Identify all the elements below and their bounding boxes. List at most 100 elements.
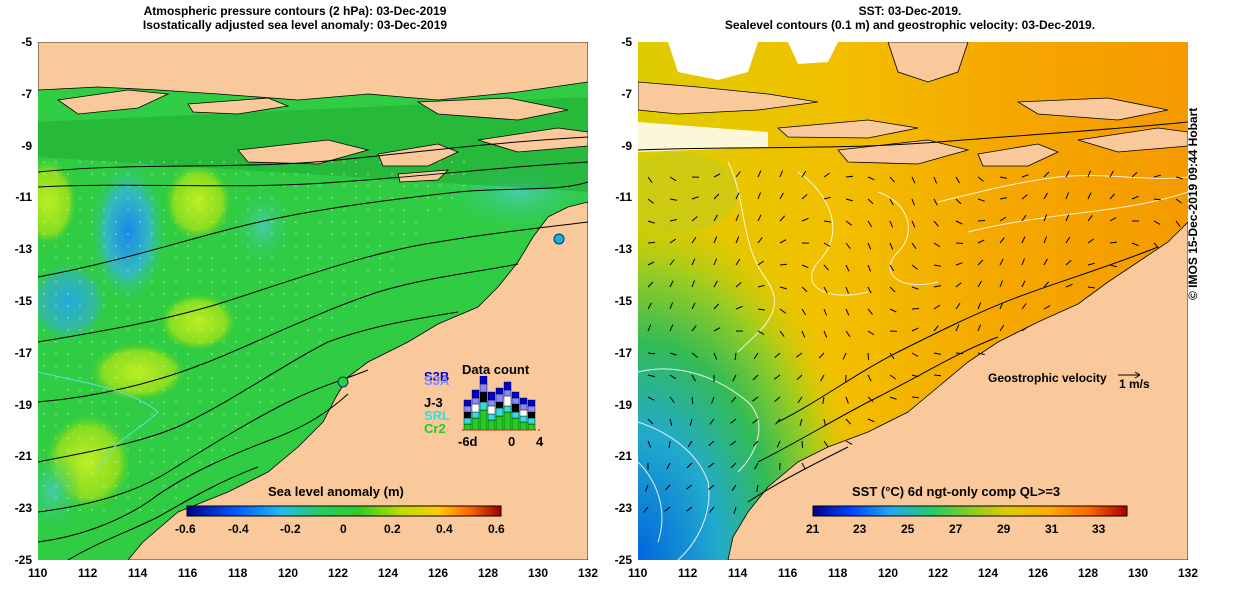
longitude-tick: 122 — [928, 566, 949, 580]
longitude-tick: 124 — [978, 566, 999, 580]
negative-anomaly-eddy — [233, 187, 293, 267]
latitude-tick: -17 — [14, 345, 32, 360]
latitude-tick: -17 — [614, 345, 632, 360]
longitude-tick: 118 — [828, 566, 848, 580]
longitude-tick: 128 — [1078, 566, 1099, 580]
longitude-tick: 122 — [328, 566, 349, 580]
data-count-histogram — [462, 376, 542, 431]
latitude-tick: -15 — [614, 294, 632, 308]
geostrophic-velocity-arrows — [643, 170, 1183, 514]
latitude-tick: -9 — [21, 138, 32, 153]
data-count-title: Data count — [462, 362, 530, 377]
latitude-tick: -13 — [14, 242, 32, 257]
sst-colorbar-label: SST (°C) 6d ngt-only comp QL>=3 — [852, 484, 1061, 499]
latitude-tick: -11 — [615, 190, 632, 205]
velocity-legend-scale: 1 m/s — [1119, 377, 1150, 391]
sla-colorbar — [186, 505, 502, 517]
satellite-cr2-label: Cr2 — [424, 421, 446, 436]
sst-tick: 29 — [997, 522, 1011, 536]
velocity-legend-arrow — [1118, 371, 1141, 379]
land-indonesia — [38, 42, 588, 183]
sst-tick: 25 — [901, 522, 915, 536]
longitude-tick: 110 — [28, 566, 48, 580]
inset-xtick: -6d — [458, 434, 478, 449]
latitude-tick: -5 — [621, 35, 632, 49]
longitude-tick: 114 — [128, 566, 148, 580]
data-count-inset: Data count S3B S3A J-3 SRL Cr2 -6d 0 4 — [420, 362, 570, 452]
sla-tick: 0.4 — [436, 522, 453, 536]
longitude-tick: 120 — [878, 566, 899, 580]
sla-tick: 0 — [340, 522, 347, 536]
sst-tick: 33 — [1092, 522, 1106, 536]
land-australia — [727, 221, 1188, 560]
latitude-tick: -13 — [614, 242, 632, 257]
cool-water-region — [638, 152, 738, 232]
longitude-tick: 110 — [628, 566, 648, 580]
sst-tick: 21 — [806, 522, 820, 536]
latitude-tick: -5 — [21, 35, 32, 49]
latitude-tick: -7 — [621, 86, 632, 101]
longitude-tick: 112 — [678, 566, 698, 580]
latitude-tick: -21 — [614, 449, 632, 464]
sla-tick: 0.6 — [488, 522, 505, 536]
land-australia — [127, 201, 588, 560]
satellite-s3a-label: S3A — [424, 373, 450, 388]
satellite-j3-label: J-3 — [424, 395, 443, 410]
positive-anomaly-eddy — [38, 157, 78, 247]
latitude-tick: -25 — [614, 553, 632, 567]
tide-gauge-marker — [553, 233, 565, 245]
sla-colorbar-label: Sea level anomaly (m) — [268, 484, 404, 499]
latitude-tick: -7 — [21, 86, 32, 101]
latitude-tick: -23 — [614, 501, 632, 516]
longitude-tick: 124 — [378, 566, 399, 580]
inset-xtick: 4 — [536, 434, 544, 449]
negative-anomaly-eddy — [38, 452, 83, 532]
left-title-line2: Isostatically adjusted sea level anomaly… — [142, 18, 448, 32]
left-map-title: Atmospheric pressure contours (2 hPa): 0… — [60, 4, 530, 32]
latitude-tick: -21 — [14, 449, 32, 464]
sla-tick: 0.2 — [384, 522, 401, 536]
satellite-s3b-label: S3B — [424, 369, 450, 384]
sst-tick: 27 — [949, 522, 963, 536]
longitude-tick: 130 — [528, 566, 549, 580]
negative-anomaly-eddy — [90, 162, 166, 302]
longitude-tick: 128 — [478, 566, 499, 580]
longitude-tick: 126 — [1028, 566, 1049, 580]
sla-tick: -0.6 — [175, 522, 196, 536]
latitude-tick: -15 — [14, 294, 32, 308]
pressure-contours — [38, 136, 588, 560]
sst-map — [638, 42, 1188, 560]
sla-tick: -0.4 — [228, 522, 249, 536]
sst-colorbar — [812, 505, 1128, 517]
inset-xtick: 0 — [508, 434, 516, 449]
positive-anomaly-eddy — [163, 162, 233, 242]
latitude-tick: -9 — [621, 138, 632, 153]
longitude-tick: 116 — [178, 566, 198, 580]
longitude-tick: 120 — [278, 566, 299, 580]
latitude-tick: -19 — [614, 397, 632, 412]
sst-tick: 23 — [853, 522, 867, 536]
tide-gauge-marker — [337, 376, 349, 388]
latitude-tick: -11 — [15, 190, 32, 205]
latitude-tick: -19 — [14, 397, 32, 412]
longitude-tick: 116 — [778, 566, 798, 580]
left-title-line1: Atmospheric pressure contours (2 hPa): 0… — [143, 4, 447, 18]
land-indonesia — [638, 42, 1188, 167]
imos-credit: © IMOS 15-Dec-2019 09:44 Hobart — [1186, 107, 1200, 300]
positive-anomaly-eddy — [158, 292, 238, 352]
latitude-tick: -25 — [14, 553, 32, 567]
longitude-tick: 130 — [1128, 566, 1149, 580]
longitude-tick: 114 — [728, 566, 748, 580]
sea-level-contours — [638, 161, 1188, 560]
longitude-tick: 132 — [1178, 566, 1199, 580]
longitude-tick: 126 — [428, 566, 449, 580]
zero-contour — [38, 371, 159, 473]
velocity-legend-label: Geostrophic velocity — [988, 371, 1107, 385]
sla-tick: -0.2 — [280, 522, 301, 536]
longitude-tick: 132 — [578, 566, 599, 580]
right-map-title: SST: 03-Dec-2019. Sealevel contours (0.1… — [650, 4, 1170, 32]
positive-anomaly-eddy — [88, 342, 188, 402]
sst-tick: 31 — [1045, 522, 1059, 536]
longitude-tick: 112 — [78, 566, 98, 580]
cloud-gaps — [638, 42, 838, 152]
